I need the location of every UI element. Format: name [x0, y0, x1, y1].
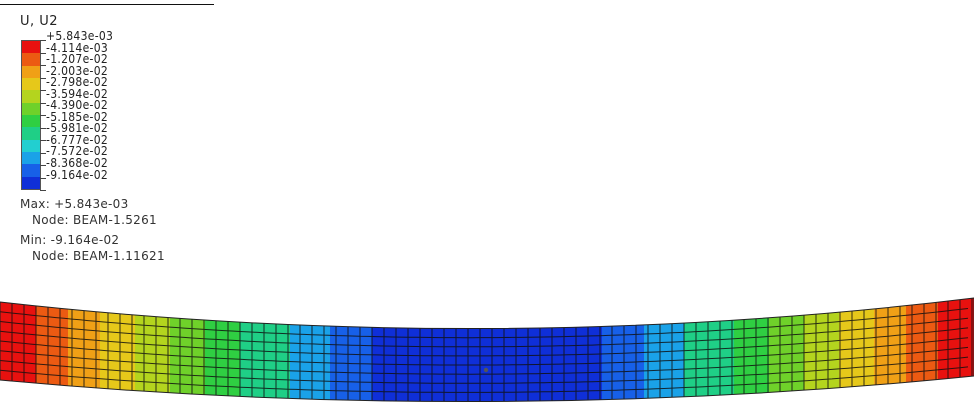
mesh-line [0, 327, 969, 357]
legend-swatch [22, 90, 40, 103]
beam-outline [0, 297, 974, 403]
contour-band [240, 298, 290, 402]
legend-tick [40, 65, 46, 66]
legend-swatch [22, 77, 40, 91]
legend-value: -3.594e-02 [46, 86, 109, 101]
legend-value: -2.003e-02 [46, 63, 109, 78]
legend-swatch [22, 65, 40, 78]
legend-value: -9.164e-02 [46, 167, 109, 182]
contour-band [170, 298, 205, 402]
legend-tick [40, 77, 46, 79]
legend-value: -4.114e-03 [46, 40, 109, 55]
legend-value: -4.390e-02 [46, 98, 109, 113]
legend-tick [40, 152, 46, 154]
legend-top-rule [0, 4, 214, 5]
mesh-line [0, 356, 969, 384]
contour-band [684, 298, 734, 402]
beam-mesh-lines [0, 298, 973, 402]
legend-tick [40, 102, 46, 104]
legend-tick [40, 115, 46, 116]
legend-value: -6.777e-02 [46, 132, 109, 147]
legend-swatch [22, 127, 40, 140]
contour-band [644, 298, 684, 402]
min-node-marker [483, 367, 489, 373]
legend-swatch [22, 53, 40, 66]
legend-tick [40, 127, 46, 129]
legend-swatch [22, 164, 40, 177]
legend-tick [40, 177, 46, 179]
legend-tick [40, 190, 46, 191]
legend-value: -1.207e-02 [46, 52, 109, 67]
contour-band [839, 298, 874, 402]
contour-band [205, 298, 240, 402]
mesh-line [0, 317, 969, 348]
legend-color-bar [21, 40, 41, 190]
legend-swatch [22, 176, 40, 189]
contour-band [938, 298, 974, 402]
legend-swatch [22, 41, 40, 54]
max-value-label: Max: +5.843e-03 [20, 197, 129, 211]
legend-swatch [22, 114, 40, 128]
legend-value: -8.368e-02 [46, 156, 109, 171]
legend-tick [40, 52, 46, 54]
legend-tick [40, 90, 46, 91]
legend-value: -2.798e-02 [46, 75, 109, 90]
contour-band [372, 298, 602, 402]
contour-band [906, 298, 938, 402]
legend-value-labels: +5.843e-03 -4.114e-03 -1.207e-02 -2.003e… [46, 29, 114, 182]
mesh-line [0, 337, 969, 366]
legend-value: +5.843e-03 [46, 29, 114, 43]
legend-value: -5.981e-02 [46, 121, 109, 136]
legend-swatch [22, 139, 40, 152]
legend-swatch [22, 102, 40, 115]
mesh-line [0, 346, 969, 375]
legend-value: -5.185e-02 [46, 109, 109, 124]
mesh-line [0, 308, 969, 339]
contour-band [100, 298, 135, 402]
legend-tick [40, 140, 46, 141]
contour-band [734, 298, 769, 402]
legend-swatch [22, 151, 40, 165]
legend-title: U, U2 [20, 14, 59, 29]
min-value-label: Min: -9.164e-02 [20, 233, 120, 247]
max-node-label: Node: BEAM-1.5261 [32, 213, 157, 227]
mesh-line [0, 366, 969, 393]
legend-value: -7.572e-02 [46, 144, 109, 159]
legend-tick [40, 165, 46, 166]
min-node-label: Node: BEAM-1.11621 [32, 249, 165, 263]
legend-tick [40, 40, 46, 41]
contour-band [804, 298, 839, 402]
